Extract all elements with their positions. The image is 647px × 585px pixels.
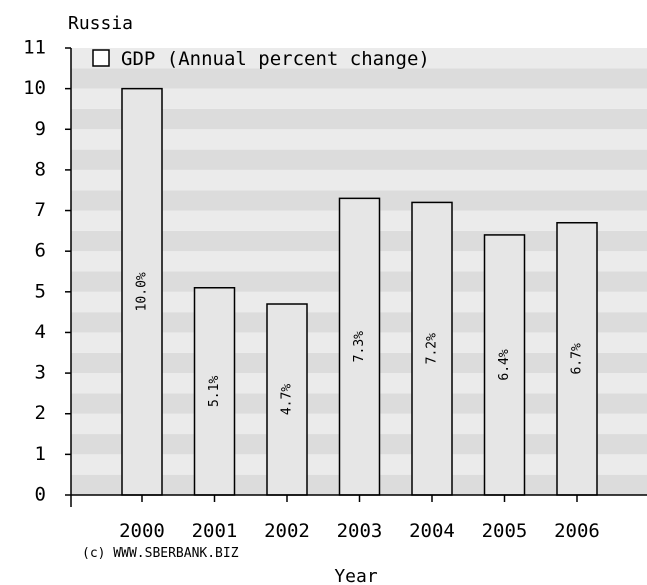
plot-band xyxy=(71,149,647,170)
y-tick-label: 5 xyxy=(35,280,46,302)
y-tick-label: 8 xyxy=(35,158,46,180)
y-tick-labels: 0 1 2 3 4 5 6 7 8 9 10 11 xyxy=(23,37,46,506)
plot-band xyxy=(71,68,647,89)
y-tick-label: 0 xyxy=(35,484,46,506)
plot-band xyxy=(71,108,647,130)
bar-data-labels: 10.0% 5.1% 4.7% 7.3% 7.2% 6.4% 6.7% xyxy=(135,272,585,415)
bar-2002 xyxy=(266,303,308,496)
x-tick-label: 2003 xyxy=(337,520,383,542)
copyright-text: (c) WWW.SBERBANK.BIZ xyxy=(82,546,239,561)
axes-group xyxy=(65,47,647,507)
x-tick-label: 2002 xyxy=(264,520,310,542)
chart-title: Russia xyxy=(68,13,133,34)
y-tick-label: 1 xyxy=(35,443,46,465)
bar-data-label: 6.7% xyxy=(570,343,585,374)
y-tick-label: 2 xyxy=(35,402,46,424)
plot-band xyxy=(71,88,647,109)
plot-band xyxy=(71,48,647,69)
plot-band xyxy=(71,169,647,191)
bar-data-label: 4.7% xyxy=(280,384,295,415)
y-tick-label: 10 xyxy=(23,77,46,99)
plot-band xyxy=(71,129,647,150)
bar-2005 xyxy=(483,234,526,496)
bars-group xyxy=(121,87,598,496)
x-tick-labels: 2000 2001 2002 2003 2004 2005 2006 xyxy=(119,520,600,542)
legend-label: GDP (Annual percent change) xyxy=(121,48,430,70)
bar-data-label: 7.2% xyxy=(425,333,440,364)
bar-2006 xyxy=(556,221,598,496)
y-tick-label: 7 xyxy=(35,199,46,221)
bar-data-label: 5.1% xyxy=(207,376,222,407)
y-tick-label: 9 xyxy=(35,118,46,140)
y-tick-label: 4 xyxy=(35,321,46,343)
x-tick-label: 2004 xyxy=(409,520,455,542)
bar-data-label: 7.3% xyxy=(352,331,367,362)
y-tick-label: 11 xyxy=(23,37,46,59)
y-tick-label: 3 xyxy=(35,362,46,384)
legend: GDP (Annual percent change) xyxy=(92,48,430,70)
bar-2004 xyxy=(411,201,453,496)
x-tick-label: 2005 xyxy=(482,520,528,542)
bar-2003 xyxy=(338,197,381,496)
bar-data-label: 6.4% xyxy=(497,349,512,380)
x-tick-label: 2006 xyxy=(554,520,600,542)
x-tick-label: 2001 xyxy=(192,520,238,542)
bar-data-label: 10.0% xyxy=(135,272,150,311)
y-tick-label: 6 xyxy=(35,240,46,262)
x-tick-label: 2000 xyxy=(119,520,165,542)
legend-swatch xyxy=(92,49,110,67)
x-axis-title: Year xyxy=(334,566,378,585)
